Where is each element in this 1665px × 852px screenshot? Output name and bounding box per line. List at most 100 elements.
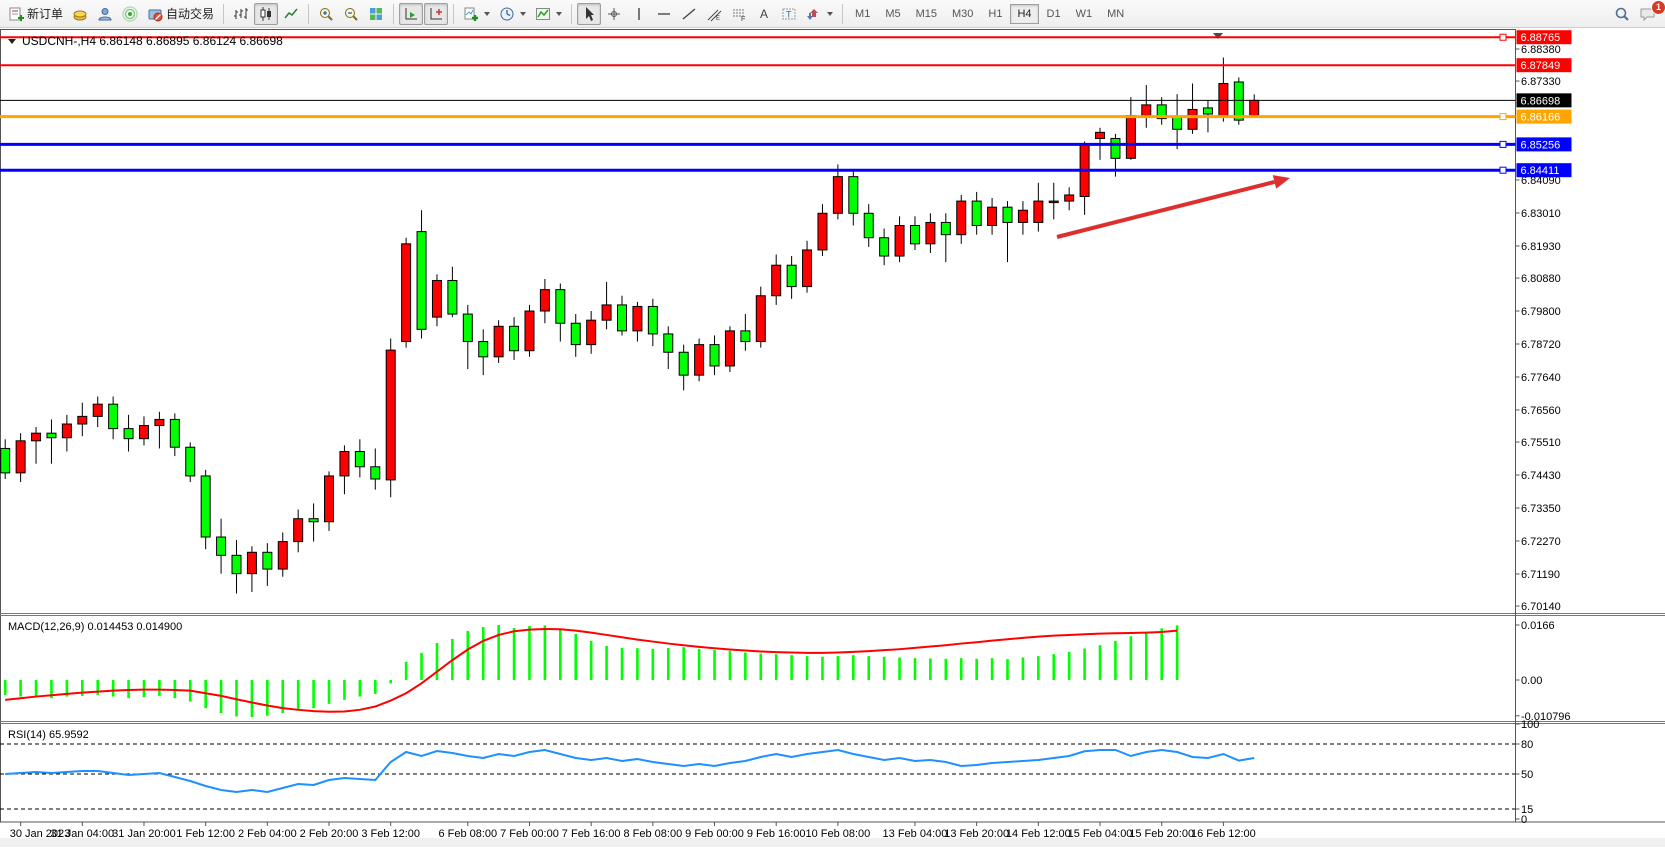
- fibonacci-icon: F: [733, 9, 745, 22]
- bar-chart-button[interactable]: [229, 3, 253, 25]
- svg-text:9 Feb 16:00: 9 Feb 16:00: [747, 828, 806, 840]
- tf-h1-button[interactable]: H1: [988, 7, 1003, 20]
- label-icon: T: [782, 8, 796, 19]
- svg-text:T: T: [786, 9, 792, 19]
- trendline-button[interactable]: [677, 3, 701, 25]
- pane-frames: [0, 29, 1665, 823]
- svg-text:0.00: 0.00: [1521, 675, 1542, 687]
- svg-text:9 Feb 00:00: 9 Feb 00:00: [685, 828, 744, 840]
- tf-m15-button[interactable]: M15: [915, 7, 937, 20]
- svg-text:15: 15: [1521, 804, 1533, 816]
- tf-m30-button[interactable]: M30: [952, 7, 974, 20]
- line-chart-button[interactable]: [279, 3, 303, 25]
- vertical-line-button[interactable]: [627, 3, 651, 25]
- svg-text:6.71190: 6.71190: [1521, 569, 1560, 581]
- toolbar-separator: [453, 3, 455, 24]
- new-order-label: 新订单: [27, 7, 64, 21]
- svg-text:1 Feb 12:00: 1 Feb 12:00: [176, 828, 235, 840]
- crosshair-icon: [608, 7, 621, 20]
- text-button[interactable]: A: [752, 3, 776, 25]
- svg-text:50: 50: [1521, 769, 1533, 781]
- candlestick-chart-button[interactable]: [254, 2, 279, 25]
- tf-mn-button[interactable]: MN: [1107, 7, 1125, 20]
- svg-text:2 Feb 20:00: 2 Feb 20:00: [300, 828, 359, 840]
- horizontal-line-icon: [658, 12, 671, 15]
- shapes-button[interactable]: [802, 3, 837, 25]
- hline-objects[interactable]: [0, 33, 1516, 174]
- svg-text:6.74430: 6.74430: [1521, 470, 1561, 482]
- autotrade-icon: [148, 9, 163, 21]
- svg-text:31 Jan 20:00: 31 Jan 20:00: [112, 828, 176, 840]
- signals-button[interactable]: [118, 3, 142, 25]
- toolbar-separator: [571, 3, 573, 24]
- svg-text:E: E: [716, 16, 720, 22]
- svg-text:15 Feb 20:00: 15 Feb 20:00: [1129, 828, 1194, 840]
- svg-text:6.88380: 6.88380: [1521, 44, 1561, 56]
- tf-w1-button[interactable]: W1: [1075, 7, 1093, 20]
- zoom-in-button[interactable]: [314, 3, 338, 25]
- svg-text:6.73350: 6.73350: [1521, 503, 1561, 515]
- indicators-button[interactable]: [531, 3, 566, 25]
- channel-button[interactable]: E: [702, 3, 726, 25]
- svg-text:USDCNH-,H4 6.86148 6.86895 6.: USDCNH-,H4 6.86148 6.86895 6.86124 6.866…: [22, 34, 283, 48]
- svg-text:14 Feb 12:00: 14 Feb 12:00: [1006, 828, 1071, 840]
- chart-canvas[interactable]: 6.88765 6.87849 6.86698 6.86166 6.85256 6.844…: [0, 28, 1665, 847]
- price-badges: 6.88765 6.87849 6.86698 6.86166 6.85256 6.844…: [1516, 30, 1572, 178]
- zoom-out-button[interactable]: [339, 3, 363, 25]
- chart-shift-button[interactable]: [424, 2, 449, 25]
- trend-arrow[interactable]: [1056, 175, 1290, 239]
- svg-text:6.70140: 6.70140: [1521, 601, 1561, 613]
- community-button[interactable]: [93, 3, 117, 25]
- community-icon: [98, 7, 112, 20]
- price-axis[interactable]: 6.88380 6.87330 6.84090 6.83010 6.81930 6.808…: [1515, 44, 1561, 613]
- bar-chart-icon: [234, 7, 249, 19]
- svg-text:7 Feb 16:00: 7 Feb 16:00: [562, 828, 621, 840]
- zoom-in-icon: [320, 7, 333, 21]
- rsi-pane: [0, 743, 1516, 810]
- autotrade-button[interactable]: 自动交易: [143, 2, 218, 25]
- macd-axis: 0.0166 0.00 -0.010796: [1515, 620, 1571, 723]
- text-icon: A: [760, 7, 768, 21]
- cursor-button[interactable]: [577, 2, 602, 25]
- fibonacci-button[interactable]: F: [727, 3, 751, 25]
- notifications-button[interactable]: 1: [1635, 0, 1665, 25]
- svg-text:6.76560: 6.76560: [1521, 405, 1561, 417]
- chevron-down-icon: [556, 11, 563, 16]
- tf-h4-button[interactable]: H4: [1010, 3, 1039, 24]
- svg-text:2 Feb 04:00: 2 Feb 04:00: [238, 828, 297, 840]
- svg-text:6.78720: 6.78720: [1521, 339, 1561, 351]
- toolbar-separator: [393, 3, 395, 24]
- svg-text:80: 80: [1521, 739, 1533, 751]
- svg-text:16 Feb 12:00: 16 Feb 12:00: [1191, 828, 1256, 840]
- svg-text:6.81930: 6.81930: [1521, 241, 1561, 253]
- svg-text:6.87849: 6.87849: [1521, 60, 1561, 72]
- svg-text:6.83010: 6.83010: [1521, 208, 1561, 220]
- deposit-button[interactable]: [68, 3, 92, 25]
- horizontal-line-button[interactable]: [652, 3, 676, 25]
- svg-text:6.85256: 6.85256: [1521, 139, 1561, 151]
- toolbar-separator: [223, 3, 225, 24]
- period-button[interactable]: [495, 3, 530, 25]
- auto-scroll-button[interactable]: [399, 2, 424, 25]
- svg-text:3 Feb 12:00: 3 Feb 12:00: [361, 828, 420, 840]
- svg-text:0: 0: [1521, 814, 1527, 826]
- tf-d1-button[interactable]: D1: [1046, 7, 1061, 20]
- trendline-icon: [682, 7, 696, 20]
- svg-text:6.79800: 6.79800: [1521, 306, 1561, 318]
- label-button[interactable]: T: [777, 3, 801, 25]
- new-chart-icon: [464, 7, 479, 21]
- indicators-icon: [536, 7, 551, 20]
- chart-shift-marker[interactable]: [1213, 33, 1223, 39]
- chevron-down-icon: [484, 11, 491, 16]
- tile-windows-button[interactable]: [364, 3, 388, 25]
- tf-m1-button[interactable]: M1: [855, 7, 871, 20]
- new-chart-button[interactable]: [459, 3, 494, 25]
- search-button[interactable]: [1610, 3, 1634, 25]
- crosshair-button[interactable]: [602, 3, 626, 25]
- new-order-button[interactable]: 新订单: [4, 2, 67, 25]
- svg-text:6.77640: 6.77640: [1521, 372, 1561, 384]
- macd-pane: [3, 625, 1179, 718]
- tf-m5-button[interactable]: M5: [885, 7, 901, 20]
- chart-window[interactable]: 6.88765 6.87849 6.86698 6.86166 6.85256 6.844…: [0, 28, 1665, 847]
